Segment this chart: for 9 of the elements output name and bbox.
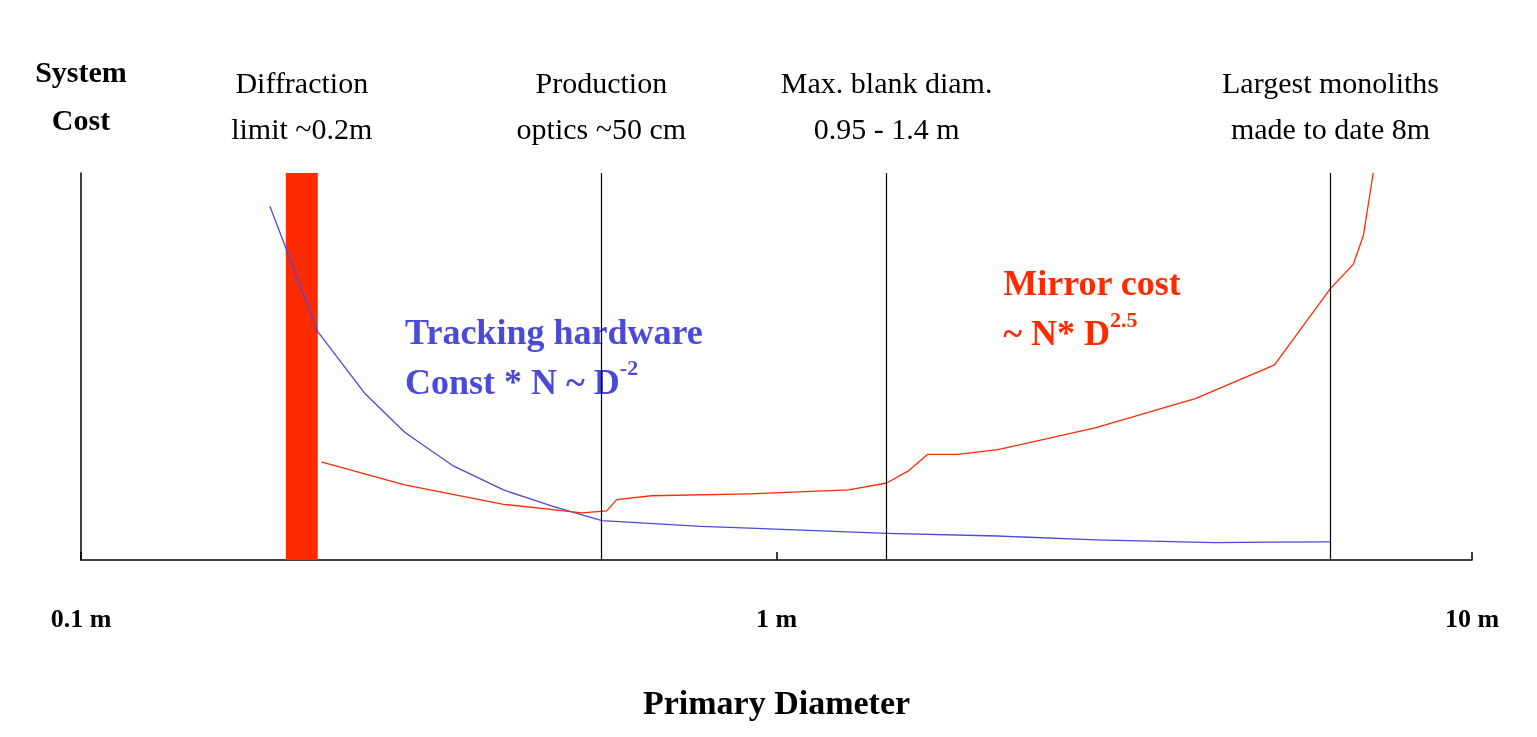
band-label: Diffraction limit ~0.2m [231, 65, 373, 145]
ref-line-label: Production optics ~50 cm [516, 65, 687, 145]
x-tick-label: 10 m [1444, 603, 1500, 633]
y-axis-title: System Cost [35, 54, 127, 136]
ref-line-label: Largest monoliths made to date 8m [1222, 65, 1439, 145]
x-tick-label: 0.1 m [50, 603, 112, 633]
x-axis-title: Primary Diameter [642, 683, 911, 721]
x-tick-label: 1 m [755, 603, 798, 633]
ref-line-label: Max. blank diam. 0.95 - 1.4 m [780, 65, 993, 145]
